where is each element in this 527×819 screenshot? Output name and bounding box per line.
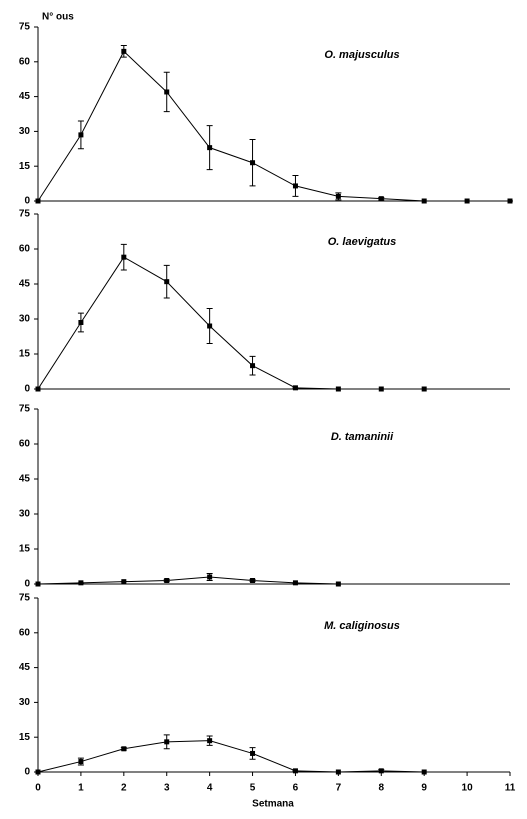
data-point (121, 579, 127, 585)
y-tick-label: 0 (24, 579, 30, 590)
data-point (292, 768, 298, 774)
data-point (121, 746, 127, 752)
panel-title: O. laevigatus (328, 236, 396, 248)
data-point (335, 386, 341, 392)
y-tick-label: 0 (24, 767, 30, 778)
x-tick-label: 5 (250, 783, 256, 794)
data-point (378, 768, 384, 774)
x-axis-label: Setmana (252, 799, 294, 810)
data-point (121, 48, 127, 54)
data-point (378, 196, 384, 202)
y-tick-label: 45 (19, 279, 31, 290)
data-point (164, 739, 170, 745)
y-tick-label: 45 (19, 474, 31, 485)
y-axis-label: N° ous (42, 12, 74, 23)
data-point (35, 769, 41, 775)
data-point (378, 386, 384, 392)
x-tick-label: 3 (164, 783, 170, 794)
panel-title: O. majusculus (324, 49, 399, 61)
y-tick-label: 75 (19, 404, 31, 415)
data-point (164, 89, 170, 95)
y-tick-label: 60 (19, 244, 31, 255)
y-tick-label: 30 (19, 314, 31, 325)
data-point (421, 386, 427, 392)
data-point (207, 145, 213, 151)
y-tick-label: 30 (19, 126, 31, 137)
data-point (421, 769, 427, 775)
panel-title: D. tamaninii (331, 431, 394, 443)
x-tick-label: 6 (293, 783, 299, 794)
y-tick-label: 15 (19, 544, 31, 555)
x-tick-label: 2 (121, 783, 127, 794)
data-point (292, 183, 298, 189)
data-point (78, 132, 84, 138)
y-tick-label: 15 (19, 732, 31, 743)
x-tick-label: 0 (35, 783, 41, 794)
data-point (464, 198, 470, 204)
data-point (250, 750, 256, 756)
panel-title: M. caliginosus (324, 620, 400, 632)
y-tick-label: 60 (19, 439, 31, 450)
data-line (37, 740, 425, 773)
data-point (164, 279, 170, 285)
y-tick-label: 75 (19, 593, 31, 604)
y-tick-label: 60 (19, 627, 31, 638)
data-point (78, 320, 84, 325)
y-tick-label: 75 (19, 22, 31, 33)
y-tick-label: 15 (19, 349, 31, 360)
data-point (250, 363, 256, 369)
data-point (164, 578, 170, 583)
data-point (421, 198, 427, 204)
data-point (292, 385, 298, 391)
y-tick-label: 75 (19, 209, 31, 220)
x-tick-label: 11 (505, 783, 516, 794)
data-point (507, 198, 513, 204)
data-point (35, 198, 41, 204)
data-line (37, 256, 425, 390)
data-point (35, 386, 41, 392)
data-point (207, 574, 213, 580)
y-tick-label: 30 (19, 697, 31, 708)
data-point (78, 580, 84, 586)
y-tick-label: 30 (19, 509, 31, 520)
data-point (335, 193, 341, 199)
y-tick-label: 0 (24, 384, 30, 395)
x-tick-label: 9 (421, 783, 427, 794)
data-line (37, 50, 510, 202)
y-tick-label: 0 (24, 196, 30, 207)
y-tick-label: 45 (19, 662, 31, 673)
data-point (35, 581, 41, 587)
data-point (207, 323, 213, 329)
y-tick-label: 15 (19, 161, 31, 172)
data-point (250, 160, 256, 166)
data-point (335, 769, 341, 775)
x-tick-label: 4 (207, 783, 213, 794)
data-point (78, 759, 84, 765)
y-tick-label: 60 (19, 56, 31, 67)
data-point (292, 580, 298, 586)
x-tick-label: 7 (336, 783, 342, 794)
data-point (121, 254, 127, 260)
data-line (37, 576, 339, 585)
y-tick-label: 45 (19, 91, 31, 102)
data-point (250, 578, 256, 583)
data-point (207, 738, 213, 744)
data-point (335, 581, 341, 587)
x-tick-label: 10 (462, 783, 474, 794)
x-tick-label: 8 (378, 783, 384, 794)
x-tick-label: 1 (78, 783, 84, 794)
